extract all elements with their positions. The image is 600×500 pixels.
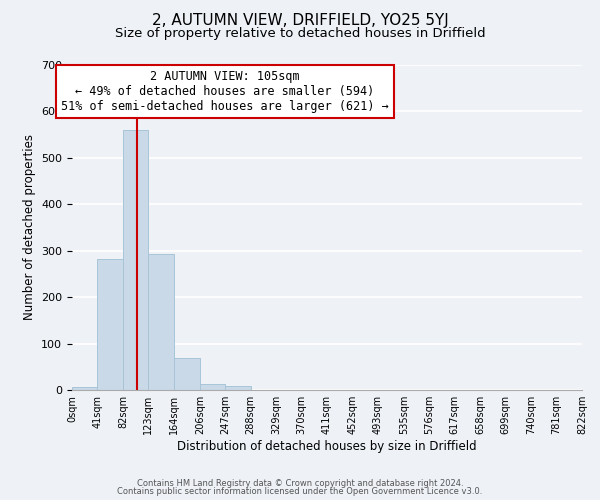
Bar <box>174 358 200 390</box>
Bar <box>123 130 148 390</box>
Bar <box>148 254 174 390</box>
Text: 2, AUTUMN VIEW, DRIFFIELD, YO25 5YJ: 2, AUTUMN VIEW, DRIFFIELD, YO25 5YJ <box>152 12 448 28</box>
Bar <box>97 259 123 390</box>
Y-axis label: Number of detached properties: Number of detached properties <box>23 134 35 320</box>
X-axis label: Distribution of detached houses by size in Driffield: Distribution of detached houses by size … <box>177 440 477 453</box>
Text: Size of property relative to detached houses in Driffield: Size of property relative to detached ho… <box>115 28 485 40</box>
Bar <box>225 386 251 390</box>
Bar <box>200 384 225 390</box>
Bar <box>72 387 97 390</box>
Text: Contains public sector information licensed under the Open Government Licence v3: Contains public sector information licen… <box>118 487 482 496</box>
Text: Contains HM Land Registry data © Crown copyright and database right 2024.: Contains HM Land Registry data © Crown c… <box>137 478 463 488</box>
Text: 2 AUTUMN VIEW: 105sqm
← 49% of detached houses are smaller (594)
51% of semi-det: 2 AUTUMN VIEW: 105sqm ← 49% of detached … <box>61 70 389 113</box>
